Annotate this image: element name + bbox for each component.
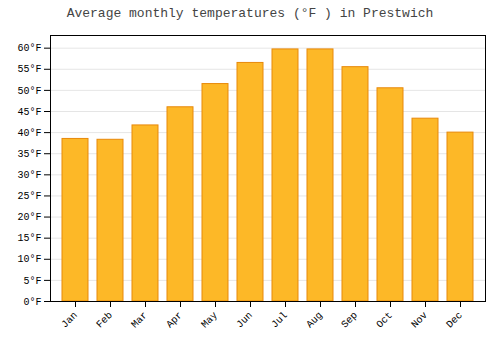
svg-text:Jul: Jul <box>269 310 290 331</box>
svg-text:Apr: Apr <box>164 310 185 331</box>
svg-text:Sep: Sep <box>339 310 360 331</box>
svg-text:55°F: 55°F <box>17 64 41 75</box>
svg-text:May: May <box>199 310 220 331</box>
html-text:Average monthly temperatures (: Average monthly temperatures (°F ) in Pr… <box>66 6 434 21</box>
svg-text:35°F: 35°F <box>17 149 41 160</box>
svg-text:Oct: Oct <box>374 310 395 331</box>
svg-text:40°F: 40°F <box>17 128 41 139</box>
svg-text:Mar: Mar <box>129 310 150 331</box>
svg-text:50°F: 50°F <box>17 86 41 97</box>
svg-text:Nov: Nov <box>409 310 430 331</box>
svg-text:20°F: 20°F <box>17 212 41 223</box>
svg-text:0°F: 0°F <box>23 297 41 308</box>
svg-text:10°F: 10°F <box>17 254 41 265</box>
svg-text:Feb: Feb <box>94 310 115 331</box>
svg-text:Dec: Dec <box>444 310 465 331</box>
svg-text:30°F: 30°F <box>17 170 41 181</box>
svg-text:45°F: 45°F <box>17 107 41 118</box>
svg-text:25°F: 25°F <box>17 191 41 202</box>
svg-text:60°F: 60°F <box>17 43 41 54</box>
svg-text:Jan: Jan <box>59 310 80 331</box>
svg-text:Jun: Jun <box>234 310 255 331</box>
svg-text:Aug: Aug <box>304 310 325 331</box>
svg-text:5°F: 5°F <box>23 276 41 287</box>
svg-text:15°F: 15°F <box>17 233 41 244</box>
